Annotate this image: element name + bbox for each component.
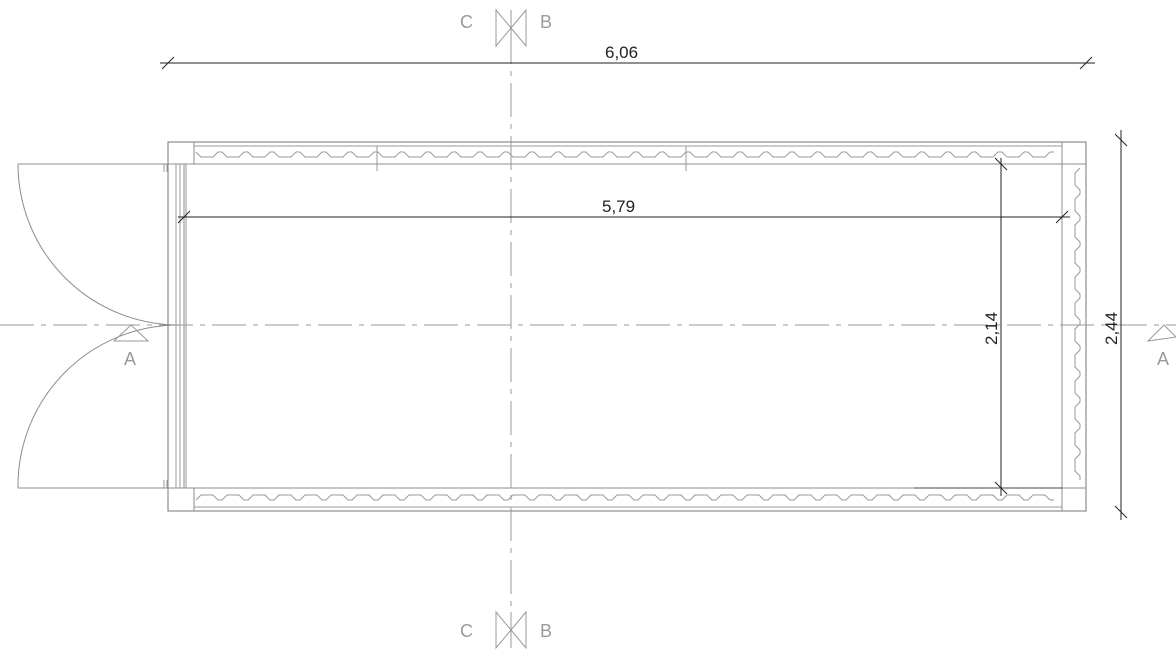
- dim-tick-outer-length-left: [161, 56, 175, 70]
- section-c-bottom-label: C: [460, 621, 473, 641]
- dim-tick-outer-width-bottom: [1114, 505, 1128, 519]
- corrugation-top: [195, 151, 1054, 158]
- dim-tick-outer-length-right: [1079, 56, 1093, 70]
- section-a-right-marker: [1146, 324, 1176, 342]
- section-b-top-label: B: [540, 12, 552, 32]
- corr-bottom-profile: [195, 494, 1054, 501]
- corner-post-bottom-right: [1061, 487, 1087, 512]
- container-outer-wall: [167, 141, 1087, 512]
- section-a-left-label: A: [124, 349, 136, 369]
- corner-post-top-right: [1061, 141, 1087, 165]
- section-cb-top-marker: [495, 8, 527, 48]
- dim-tick-inner-width-bottom: [994, 481, 1008, 495]
- section-a-left-marker: [112, 324, 150, 342]
- section-a-right-label: A: [1157, 349, 1169, 369]
- corrugation-right: [1074, 167, 1081, 480]
- corner-post-top-left: [167, 141, 195, 165]
- section-c-top-label: C: [460, 12, 473, 32]
- dim-label-inner-width: 2,14: [982, 312, 1001, 345]
- dim-label-outer-length: 6,06: [605, 43, 638, 62]
- corr-top-profile: [195, 151, 1054, 158]
- corner-post-bottom-left: [167, 487, 195, 512]
- dim-tick-inner-length-right: [1055, 210, 1069, 224]
- section-cb-bottom-marker: [495, 610, 527, 650]
- dim-label-outer-width: 2,44: [1102, 312, 1121, 345]
- container-inner-wall: [183, 163, 1063, 489]
- dim-tick-inner-width-top: [994, 157, 1008, 171]
- door-swing-arc-bottom: [17, 324, 180, 489]
- dim-label-inner-length: 5,79: [602, 197, 635, 216]
- section-b-bottom-label: B: [540, 621, 552, 641]
- dim-tick-outer-width-top: [1114, 133, 1128, 147]
- corrugation-bottom: [195, 494, 1054, 501]
- dim-tick-inner-length-left: [177, 210, 191, 224]
- corr-right-profile: [1074, 167, 1081, 480]
- door-swing-arc-top: [17, 163, 180, 326]
